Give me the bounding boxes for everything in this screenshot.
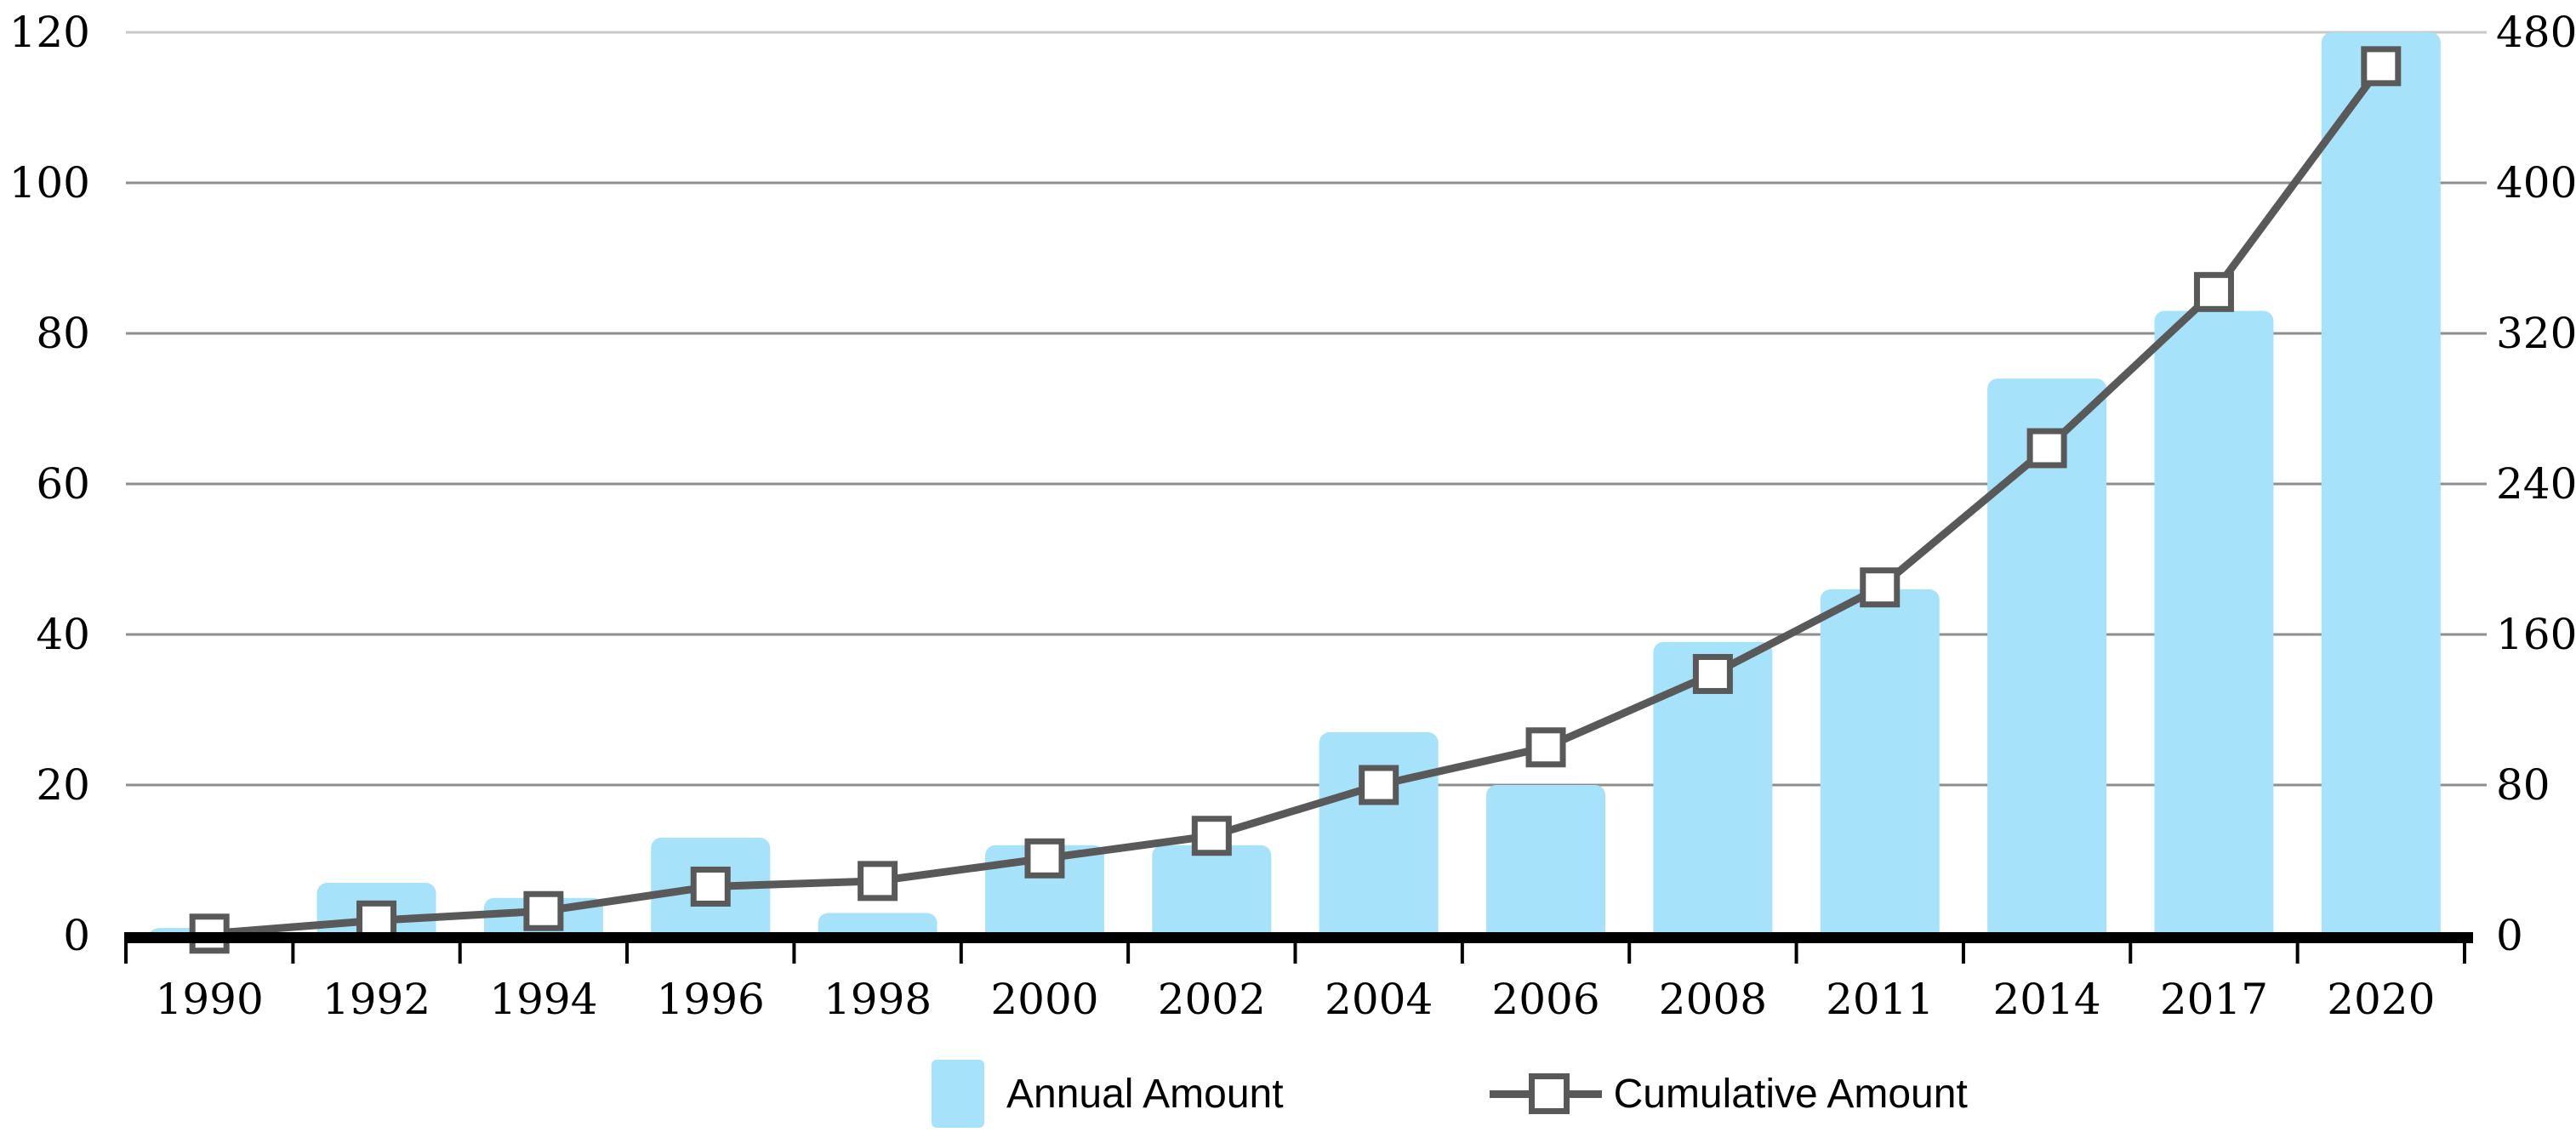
legend-annual-label: Annual Amount [1006, 1071, 1284, 1117]
right-axis-label-400: 400 [2496, 158, 2576, 208]
bar-2002 [1152, 845, 1272, 941]
bar-2000 [984, 845, 1104, 941]
left-axis-label-0: 0 [63, 911, 90, 960]
x-axis-tick [2129, 943, 2133, 964]
marker-2011 [1860, 567, 1901, 608]
x-axis-tick [291, 943, 295, 964]
x-axis-tick [1293, 943, 1297, 964]
marker-2006 [1525, 727, 1566, 768]
cumulative-line [208, 64, 2385, 938]
marker-1996 [690, 866, 731, 907]
x-tick-label-2006: 2006 [1491, 975, 1599, 1024]
x-tick-label-1996: 1996 [657, 975, 765, 1024]
x-axis-tick [959, 943, 963, 964]
right-axis-label-160: 160 [2496, 610, 2576, 659]
legend-cumulative-marker-icon [1489, 1070, 1602, 1118]
marker-1994 [523, 890, 564, 931]
x-axis-tick [1627, 943, 1632, 964]
left-axis-label-120: 120 [9, 8, 90, 57]
right-axis-label-480: 480 [2496, 8, 2576, 57]
x-axis-tick [2463, 943, 2466, 964]
marker-2008 [1692, 653, 1733, 694]
x-axis-tick [458, 943, 462, 964]
bar-2014 [1987, 378, 2107, 941]
marker-2000 [1024, 838, 1065, 879]
marker-2004 [1359, 765, 1399, 805]
x-axis-tick [625, 943, 630, 964]
x-axis-line [124, 932, 2473, 943]
left-axis-label-20: 20 [36, 760, 90, 810]
left-axis-label-100: 100 [9, 158, 90, 208]
marker-2002 [1191, 816, 1232, 856]
legend: Annual Amount Cumulative Amount [932, 1057, 1968, 1130]
bar-2004 [1319, 732, 1439, 941]
x-axis-tick [792, 943, 796, 964]
marker-2017 [2193, 271, 2234, 312]
left-axis-label-40: 40 [36, 610, 90, 659]
x-tick-label-1994: 1994 [489, 975, 597, 1024]
bar-2006 [1486, 785, 1606, 941]
x-axis-tick [1126, 943, 1131, 964]
bar-2017 [2154, 310, 2274, 941]
x-axis-tick [1460, 943, 1464, 964]
x-axis-tick [1961, 943, 1965, 964]
x-tick-label-2011: 2011 [1826, 975, 1934, 1024]
legend-cumulative-label: Cumulative Amount [1613, 1071, 1968, 1117]
legend-square-marker-icon [1528, 1073, 1570, 1114]
x-axis-tick [2295, 943, 2300, 964]
bar-2011 [1820, 589, 1940, 941]
x-axis-tick [1794, 943, 1798, 964]
x-tick-label-2002: 2002 [1158, 975, 1266, 1024]
right-axis-label-0: 0 [2496, 911, 2523, 960]
bar-2020 [2321, 32, 2441, 941]
x-axis-tick [124, 943, 128, 964]
left-axis-label-60: 60 [36, 459, 90, 509]
x-tick-label-2008: 2008 [1659, 975, 1767, 1024]
bar-2008 [1653, 641, 1773, 941]
x-tick-label-2004: 2004 [1325, 975, 1433, 1024]
right-axis-label-320: 320 [2496, 309, 2576, 358]
x-tick-label-2020: 2020 [2327, 975, 2435, 1024]
x-tick-label-2000: 2000 [990, 975, 1098, 1024]
legend-annual-swatch [932, 1060, 984, 1128]
x-tick-label-2014: 2014 [1992, 975, 2100, 1024]
right-axis-label-240: 240 [2496, 459, 2576, 509]
right-axis-label-80: 80 [2496, 760, 2550, 810]
x-tick-label-2017: 2017 [2160, 975, 2268, 1024]
marker-2020 [2361, 46, 2402, 87]
marker-2014 [2026, 428, 2067, 469]
x-tick-label-1992: 1992 [322, 975, 430, 1024]
marker-1998 [858, 861, 898, 902]
x-tick-label-1990: 1990 [156, 975, 264, 1024]
x-tick-label-1998: 1998 [824, 975, 932, 1024]
left-axis-label-80: 80 [36, 309, 90, 358]
